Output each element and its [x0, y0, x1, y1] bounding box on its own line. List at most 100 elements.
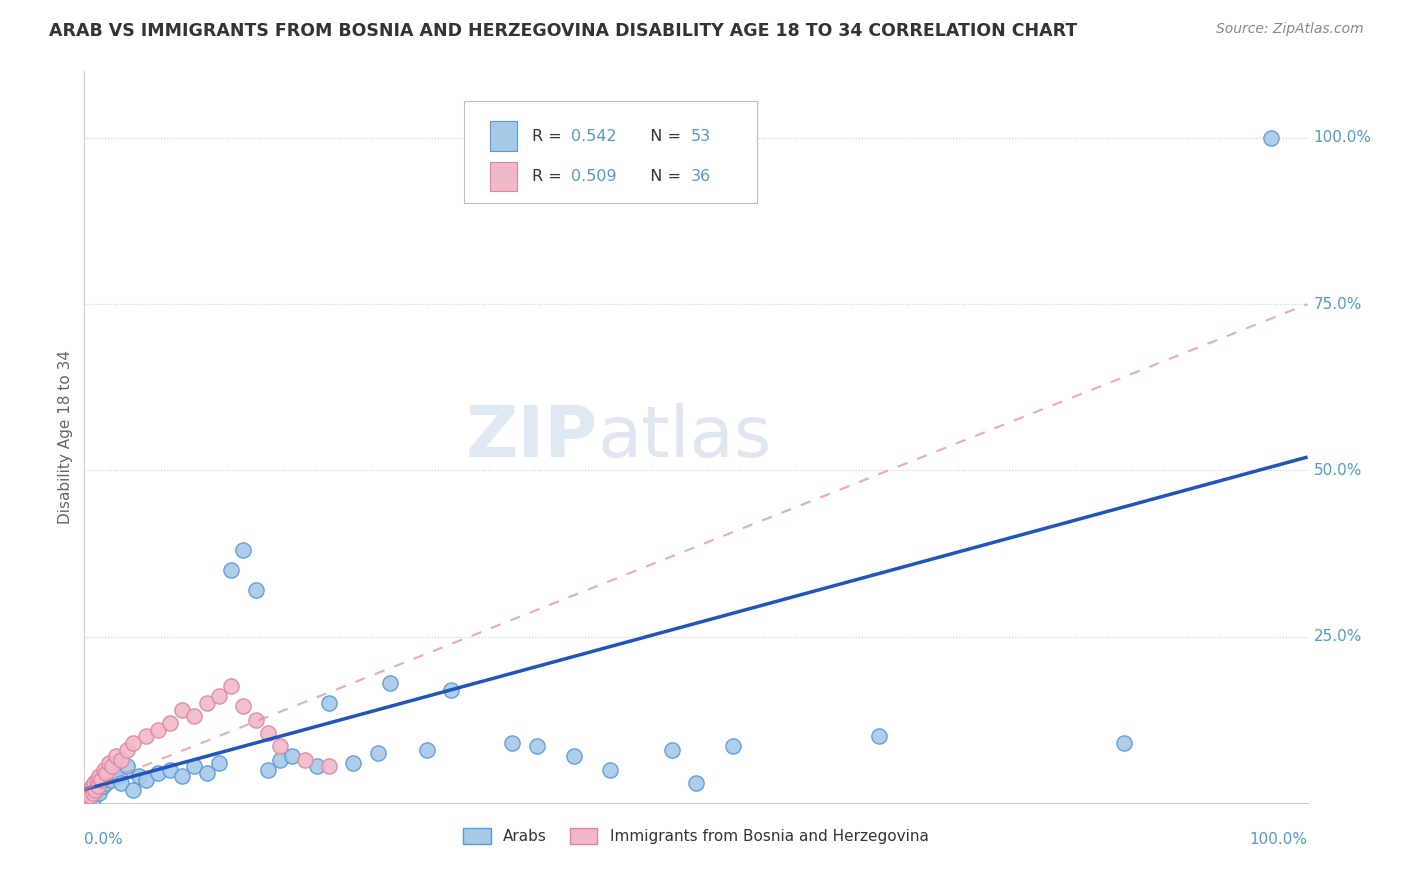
Point: [89, 772, 111, 787]
Point: [257, 726, 280, 740]
Text: 25.0%: 25.0%: [1313, 629, 1362, 644]
Point: [257, 763, 280, 777]
Point: [82, 786, 104, 800]
Point: [599, 763, 621, 777]
Point: [93, 763, 115, 777]
Text: 100.0%: 100.0%: [1250, 832, 1308, 847]
Point: [219, 563, 242, 577]
Text: 0.542: 0.542: [571, 128, 617, 144]
Point: [661, 742, 683, 756]
Point: [115, 759, 138, 773]
Point: [77, 786, 100, 800]
Point: [1260, 131, 1282, 145]
Point: [83, 776, 105, 790]
Point: [380, 676, 402, 690]
Point: [318, 759, 340, 773]
Point: [208, 756, 231, 770]
FancyBboxPatch shape: [464, 101, 758, 203]
Point: [77, 792, 100, 806]
Y-axis label: Disability Age 18 to 34: Disability Age 18 to 34: [58, 350, 73, 524]
Point: [83, 779, 105, 793]
Text: 100.0%: 100.0%: [1313, 130, 1372, 145]
Point: [87, 782, 110, 797]
Point: [1114, 736, 1136, 750]
Point: [107, 769, 129, 783]
Text: 0.509: 0.509: [571, 169, 617, 184]
Text: 50.0%: 50.0%: [1313, 463, 1362, 478]
Point: [245, 582, 267, 597]
Point: [502, 736, 524, 750]
Point: [77, 786, 100, 800]
Point: [76, 789, 98, 804]
Point: [84, 782, 107, 797]
Point: [86, 772, 108, 787]
Point: [269, 739, 291, 754]
Point: [115, 742, 138, 756]
Point: [305, 759, 328, 773]
Point: [76, 789, 98, 804]
Point: [159, 763, 181, 777]
Point: [146, 723, 169, 737]
Point: [269, 753, 291, 767]
Point: [122, 782, 145, 797]
Point: [86, 776, 108, 790]
Point: [79, 789, 101, 804]
Point: [721, 739, 744, 754]
Point: [87, 769, 110, 783]
Point: [105, 749, 128, 764]
Legend: Arabs, Immigrants from Bosnia and Herzegovina: Arabs, Immigrants from Bosnia and Herzeg…: [457, 822, 935, 850]
Point: [245, 713, 267, 727]
Point: [367, 746, 389, 760]
Point: [135, 729, 157, 743]
Point: [183, 709, 205, 723]
Point: [100, 772, 122, 787]
Point: [159, 716, 181, 731]
Text: Source: ZipAtlas.com: Source: ZipAtlas.com: [1216, 22, 1364, 37]
Text: 0.0%: 0.0%: [84, 832, 124, 847]
Point: [135, 772, 157, 787]
Point: [84, 786, 107, 800]
Text: N =: N =: [640, 169, 686, 184]
Point: [97, 765, 120, 780]
Point: [219, 680, 242, 694]
Text: ZIP: ZIP: [465, 402, 598, 472]
Point: [195, 696, 218, 710]
Point: [281, 749, 304, 764]
Point: [110, 753, 132, 767]
Text: 53: 53: [692, 128, 711, 144]
Text: ARAB VS IMMIGRANTS FROM BOSNIA AND HERZEGOVINA DISABILITY AGE 18 TO 34 CORRELATI: ARAB VS IMMIGRANTS FROM BOSNIA AND HERZE…: [49, 22, 1077, 40]
Point: [97, 756, 120, 770]
Point: [146, 765, 169, 780]
Point: [294, 753, 316, 767]
Point: [232, 699, 254, 714]
Point: [416, 742, 439, 756]
Point: [77, 782, 100, 797]
Point: [172, 703, 194, 717]
Point: [183, 759, 205, 773]
Point: [90, 772, 112, 787]
FancyBboxPatch shape: [491, 121, 517, 151]
Point: [87, 779, 110, 793]
Point: [93, 769, 115, 783]
Point: [208, 690, 231, 704]
Point: [91, 779, 114, 793]
FancyBboxPatch shape: [491, 161, 517, 191]
Text: 36: 36: [692, 169, 711, 184]
Text: atlas: atlas: [598, 402, 772, 472]
Text: N =: N =: [640, 128, 686, 144]
Point: [82, 792, 104, 806]
Point: [318, 696, 340, 710]
Point: [96, 776, 118, 790]
Point: [75, 792, 97, 806]
Text: 75.0%: 75.0%: [1313, 297, 1362, 311]
Point: [110, 776, 132, 790]
Point: [122, 736, 145, 750]
Point: [80, 779, 103, 793]
Point: [869, 729, 891, 743]
Point: [342, 756, 364, 770]
Point: [232, 543, 254, 558]
Point: [172, 769, 194, 783]
Point: [79, 782, 101, 797]
Point: [526, 739, 548, 754]
Point: [101, 759, 124, 773]
